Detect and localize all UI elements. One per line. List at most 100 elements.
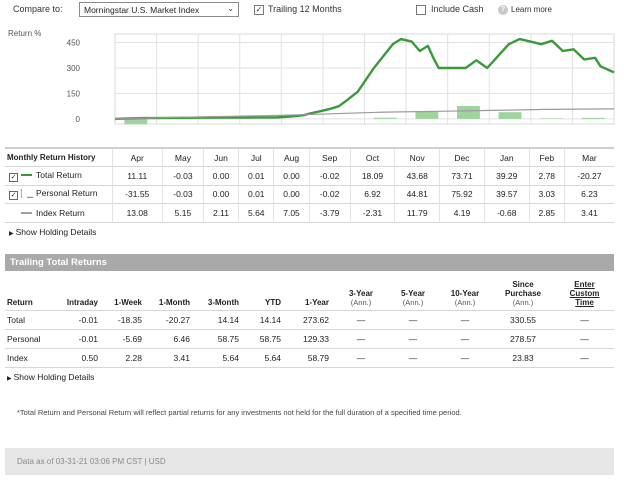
personal-return-checkbox[interactable]: ✓: [9, 191, 18, 201]
monthly-value: 75.92: [439, 184, 485, 204]
trailing-returns-title: Trailing Total Returns: [5, 254, 614, 271]
monthly-value: 6.23: [563, 184, 614, 204]
compare-toolbar: Compare to: Morningstar U.S. Market Inde…: [0, 0, 624, 20]
trailing-value: 2.28: [104, 347, 148, 367]
trailing-12-months-label: Trailing 12 Months: [268, 4, 342, 14]
y-tick-label: 450: [67, 38, 81, 47]
monthly-value: -0.03: [161, 166, 204, 185]
learn-more-link[interactable]: Learn more: [511, 5, 552, 14]
personal-return-label-cell: ✓ ▏▁ Personal Return: [5, 184, 112, 204]
trailing-value: —: [439, 328, 491, 348]
compare-label: Compare to:: [13, 4, 63, 14]
monthly-value: 0.01: [238, 166, 274, 185]
total-return-line: [114, 37, 615, 121]
monthly-return-table: Monthly Return History Apr May Jun Jul A…: [5, 147, 614, 241]
monthly-value: 73.71: [439, 166, 485, 185]
monthly-value: 5.15: [161, 203, 204, 222]
trailing-value: -0.01: [57, 328, 104, 348]
trailing-value: —: [555, 309, 614, 329]
index-return-row: Index Return 13.08 5.15 2.11 5.64 7.05 -…: [5, 203, 614, 222]
monthly-value: 3.41: [563, 203, 614, 222]
enter-custom-time-link[interactable]: Enter Custom Time: [569, 279, 600, 307]
monthly-value: 2.11: [202, 203, 239, 222]
monthly-value: -3.79: [308, 203, 351, 222]
y-tick-label: 0: [76, 115, 81, 124]
trailing-value: -0.01: [57, 309, 104, 329]
monthly-value: 0.00: [202, 184, 239, 204]
trailing-value: —: [335, 347, 387, 367]
monthly-value: 6.92: [349, 184, 395, 204]
personal-return-bar: [124, 118, 148, 125]
y-axis-label: Return %: [8, 29, 42, 38]
monthly-value: -0.02: [308, 184, 351, 204]
monthly-value: 11.11: [111, 166, 163, 185]
show-details-row: ▶ Show Holding Details: [5, 221, 614, 241]
include-cash-label: Include Cash: [431, 4, 484, 14]
since-purchase-header: Since Purchase (Ann.): [504, 279, 542, 307]
monthly-value: -2.31: [349, 203, 395, 222]
ytd-header: YTD: [265, 297, 281, 307]
trailing-row-index: Index 0.50 2.28 3.41 5.64 5.64 58.79 — —…: [5, 347, 614, 367]
index-return-label-cell: Index Return: [5, 203, 112, 222]
monthly-value: 2.85: [528, 203, 565, 222]
monthly-value: 2.78: [528, 166, 565, 185]
month-header: Jun: [202, 147, 239, 167]
trailing-value: 23.83: [491, 347, 555, 367]
monthly-header-row: Monthly Return History Apr May Jun Jul A…: [5, 147, 614, 167]
personal-return-bar: [498, 112, 522, 119]
return-chart-svg: 0 150 300 450: [67, 33, 615, 125]
row-label: Index: [5, 347, 57, 367]
row-label: Total: [5, 309, 57, 329]
monthly-value: 11.79: [394, 203, 440, 222]
monthly-value: -0.02: [308, 166, 351, 185]
trailing-12-months-checkbox[interactable]: ✓: [254, 5, 264, 15]
trailing-value: 273.62: [287, 309, 335, 329]
monthly-value: 43.68: [394, 166, 440, 185]
monthly-value: 0.00: [202, 166, 239, 185]
total-return-checkbox[interactable]: ✓: [9, 172, 18, 182]
trailing-value: —: [335, 309, 387, 329]
year5-header: 5-Year (Ann.): [400, 288, 426, 307]
compare-index-select[interactable]: Morningstar U.S. Market Index ⌄: [79, 2, 239, 17]
total-return-label-cell: ✓ Total Return: [5, 166, 112, 185]
monthly-value: 0.00: [273, 184, 310, 204]
index-return-swatch: [21, 211, 32, 214]
personal-return-bar: [415, 111, 439, 119]
monthly-title: Monthly Return History: [5, 147, 112, 167]
monthly-value: -0.68: [483, 203, 530, 222]
month-header: Jul: [238, 147, 274, 167]
trailing-value: —: [387, 347, 439, 367]
monthly-value: 39.29: [483, 166, 530, 185]
intraday-header: Intraday: [66, 297, 98, 307]
monthly-value: 7.05: [273, 203, 310, 222]
trailing-value: —: [439, 347, 491, 367]
caret-right-icon: ▶: [9, 230, 14, 237]
personal-return-bar: [540, 118, 564, 119]
show-holding-details-link[interactable]: ▶ Show Holding Details: [5, 366, 614, 386]
index-return-line: [114, 108, 615, 120]
trailing-value: —: [555, 347, 614, 367]
trailing-value: —: [335, 328, 387, 348]
show-holding-details-link[interactable]: ▶ Show Holding Details: [5, 221, 614, 241]
y-tick-label: 300: [67, 64, 81, 73]
trailing-value: 0.50: [57, 347, 104, 367]
monthly-value: -20.27: [563, 166, 614, 185]
index-return-label: Index Return: [36, 207, 85, 218]
month-header: Oct: [349, 147, 395, 167]
total-return-label: Total Return: [36, 169, 82, 180]
trailing-value: 3.41: [148, 347, 196, 367]
monthly-value: 0.00: [273, 166, 310, 185]
month-header: Feb: [528, 147, 565, 167]
monthly-value: -0.03: [161, 184, 204, 204]
return-chart: Return % 0 150 300 450: [0, 26, 624, 148]
include-cash-checkbox[interactable]: [416, 5, 426, 15]
trailing-value: 6.46: [148, 328, 196, 348]
help-icon[interactable]: ?: [498, 5, 508, 15]
trailing-value: 14.14: [196, 309, 245, 329]
year1-header: 1-Year: [304, 297, 329, 307]
personal-return-bar: [373, 117, 397, 119]
month-header: Sep: [308, 147, 351, 167]
trailing-value: 14.14: [245, 309, 287, 329]
trailing-value: 58.79: [287, 347, 335, 367]
month-header: May: [161, 147, 204, 167]
